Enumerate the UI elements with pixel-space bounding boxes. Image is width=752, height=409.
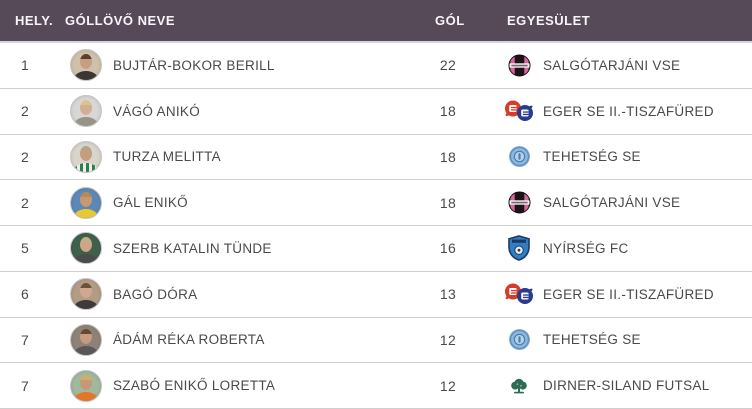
club-name: SALGÓTARJÁNI VSE bbox=[543, 195, 681, 211]
club-name: DIRNER-SILAND FUTSAL bbox=[543, 378, 710, 394]
rank-value: 5 bbox=[20, 240, 30, 257]
player-name: ÁDÁM RÉKA ROBERTA bbox=[113, 332, 265, 348]
eger-se-tiszafured-logo-icon bbox=[502, 283, 536, 305]
club-name: EGER SE II.-TISZAFÜRED bbox=[543, 286, 714, 302]
table-body: 1 BUJTÁR-BOKOR BERILL 22 SALGÓTARJÁNI VS… bbox=[0, 43, 752, 409]
goals-value: 18 bbox=[439, 194, 457, 211]
player-avatar bbox=[70, 186, 102, 219]
header-club: EGYESÜLET bbox=[507, 13, 591, 28]
player-name: BAGÓ DÓRA bbox=[113, 286, 198, 302]
player-avatar bbox=[70, 140, 102, 173]
table-row: 7 ÁDÁM RÉKA ROBERTA 12 TEHETSÉG SE bbox=[0, 318, 752, 364]
club-name: TEHETSÉG SE bbox=[543, 149, 641, 165]
goals-value: 18 bbox=[439, 103, 457, 120]
table-row: 2 TURZA MELITTA 18 TEHETSÉG SE bbox=[0, 135, 752, 181]
table-row: 7 SZABÓ ENIKŐ LORETTA 12 DIRNER-SILAND F… bbox=[0, 363, 752, 409]
table-row: 1 BUJTÁR-BOKOR BERILL 22 SALGÓTARJÁNI VS… bbox=[0, 43, 752, 89]
salgotarjani-vse-logo-icon bbox=[502, 191, 536, 214]
dirner-siland-futsal-logo-icon bbox=[502, 378, 536, 394]
player-name: SZABÓ ENIKŐ LORETTA bbox=[113, 378, 276, 394]
player-avatar bbox=[70, 95, 102, 128]
salgotarjani-vse-logo-icon bbox=[502, 54, 536, 77]
table-header-row: HELY. GÓLLÖVŐ NEVE GÓL EGYESÜLET bbox=[0, 0, 752, 43]
goals-value: 18 bbox=[439, 148, 457, 165]
player-avatar bbox=[70, 49, 102, 82]
rank-value: 2 bbox=[20, 194, 30, 211]
nyirseg-fc-logo-icon bbox=[502, 235, 536, 262]
header-player-name: GÓLLÖVŐ NEVE bbox=[65, 13, 176, 28]
header-rank: HELY. bbox=[15, 13, 54, 28]
rank-value: 7 bbox=[20, 377, 30, 394]
rank-value: 7 bbox=[20, 331, 30, 348]
goals-value: 13 bbox=[439, 286, 457, 303]
rank-value: 2 bbox=[20, 148, 30, 165]
rank-value: 1 bbox=[20, 57, 30, 74]
eger-se-tiszafured-logo-icon bbox=[502, 100, 536, 122]
goals-value: 12 bbox=[439, 377, 457, 394]
club-name: TEHETSÉG SE bbox=[543, 332, 641, 348]
player-avatar bbox=[70, 369, 102, 402]
club-name: EGER SE II.-TISZAFÜRED bbox=[543, 103, 714, 119]
player-name: BUJTÁR-BOKOR BERILL bbox=[113, 57, 275, 73]
table-row: 2 GÁL ENIKŐ 18 SALGÓTARJÁNI VSE bbox=[0, 180, 752, 226]
club-name: SALGÓTARJÁNI VSE bbox=[543, 57, 681, 73]
header-goals: GÓL bbox=[435, 13, 465, 28]
rank-value: 6 bbox=[20, 286, 30, 303]
club-name: NYÍRSÉG FC bbox=[543, 240, 629, 256]
table-row: 5 SZERB KATALIN TÜNDE 16 NYÍRSÉG FC bbox=[0, 226, 752, 272]
player-avatar bbox=[70, 232, 102, 265]
player-name: VÁGÓ ANIKÓ bbox=[113, 103, 201, 119]
tehetseg-se-logo-icon bbox=[502, 145, 536, 169]
table-row: 2 VÁGÓ ANIKÓ 18 EGER SE II.-TISZAFÜRED bbox=[0, 89, 752, 135]
goals-value: 22 bbox=[439, 57, 457, 74]
player-name: SZERB KATALIN TÜNDE bbox=[113, 240, 272, 256]
player-name: GÁL ENIKŐ bbox=[113, 195, 188, 211]
table-row: 6 BAGÓ DÓRA 13 EGER SE II.-TISZAFÜRED bbox=[0, 272, 752, 318]
player-avatar bbox=[70, 323, 102, 356]
player-avatar bbox=[70, 278, 102, 311]
tehetseg-se-logo-icon bbox=[502, 328, 536, 352]
goals-value: 16 bbox=[439, 240, 457, 257]
rank-value: 2 bbox=[20, 103, 30, 120]
player-name: TURZA MELITTA bbox=[113, 149, 221, 165]
goals-value: 12 bbox=[439, 331, 457, 348]
